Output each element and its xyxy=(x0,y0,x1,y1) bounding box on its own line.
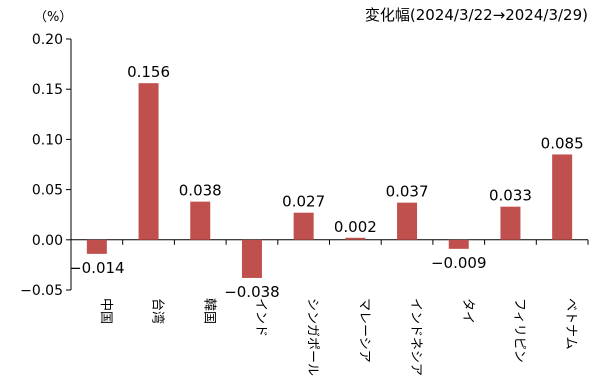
bar xyxy=(345,237,366,240)
bar xyxy=(293,212,314,240)
data-label: 0.027 xyxy=(282,193,325,211)
bar xyxy=(552,154,573,240)
data-label: 0.033 xyxy=(489,187,532,205)
category-label: インド xyxy=(253,298,268,337)
data-label: 0.085 xyxy=(541,134,584,152)
category-label: 中国 xyxy=(98,298,113,324)
category-label: フィリピン xyxy=(511,298,526,363)
bar xyxy=(86,239,107,254)
category-label: 韓国 xyxy=(201,298,216,324)
category-label: 台湾 xyxy=(150,298,166,324)
y-tick-label: −0.05 xyxy=(20,283,63,299)
category-label: タイ xyxy=(460,298,475,324)
bar xyxy=(190,201,211,240)
bar xyxy=(138,83,159,240)
bar xyxy=(448,239,469,249)
y-tick-label: 0.15 xyxy=(32,82,63,98)
bar xyxy=(500,206,521,240)
data-label: 0.002 xyxy=(334,218,377,236)
data-label: −0.009 xyxy=(431,254,487,272)
data-label: 0.037 xyxy=(386,183,429,201)
chart-subtitle: 変化幅(2024/3/22→2024/3/29) xyxy=(364,6,588,24)
y-tick-label: 0.20 xyxy=(32,32,63,48)
y-tick-label: 0.05 xyxy=(32,183,63,199)
data-label: 0.038 xyxy=(179,182,222,200)
category-label: ベトナム xyxy=(563,298,578,350)
data-label: −0.038 xyxy=(224,283,280,301)
y-axis-unit-label: （%） xyxy=(34,10,73,25)
category-label: インドネシア xyxy=(408,298,423,376)
category-label: マレーシア xyxy=(356,298,371,363)
data-label: 0.156 xyxy=(127,63,170,81)
y-tick-label: 0.10 xyxy=(32,132,63,148)
category-label: シンガポール xyxy=(305,298,320,376)
bar xyxy=(241,239,262,278)
y-tick-label: 0.00 xyxy=(32,233,63,249)
data-label: −0.014 xyxy=(69,259,125,277)
bar xyxy=(397,202,418,240)
